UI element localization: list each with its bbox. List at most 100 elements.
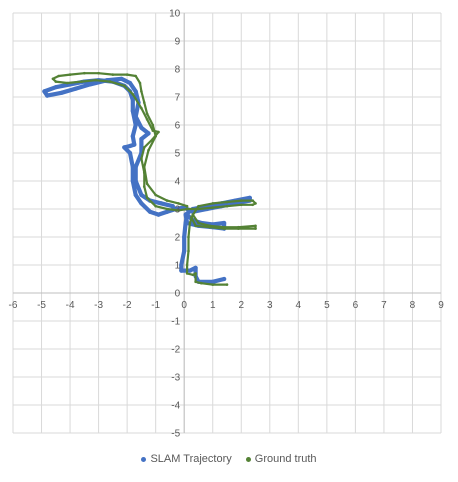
- data-point-ground-truth: [145, 196, 149, 200]
- legend-label-slam: SLAM Trajectory: [150, 453, 232, 465]
- data-point-ground-truth: [185, 272, 189, 275]
- data-point-ground-truth: [251, 203, 254, 207]
- data-point-ground-truth: [251, 199, 254, 202]
- data-point-ground-truth: [51, 77, 55, 81]
- y-tick-label: 3: [175, 205, 181, 216]
- data-point-ground-truth: [145, 118, 149, 121]
- x-tick-label: 6: [353, 300, 359, 311]
- y-tick-label: -3: [171, 373, 180, 384]
- y-tick-label: 5: [175, 149, 181, 160]
- y-tick-label: 10: [169, 9, 181, 20]
- data-point-ground-truth: [154, 193, 157, 197]
- data-point-ground-truth: [211, 283, 215, 286]
- data-point-ground-truth: [142, 146, 146, 149]
- axes: [13, 13, 441, 433]
- data-point-slam-trajectory: [139, 192, 144, 198]
- x-tick-label: -3: [94, 300, 103, 311]
- data-point-slam-trajectory: [53, 85, 58, 90]
- data-point-ground-truth: [125, 73, 129, 76]
- data-point-slam-trajectory: [139, 201, 144, 206]
- data-point-ground-truth: [65, 81, 69, 85]
- data-point-slam-trajectory: [45, 93, 50, 98]
- data-point-ground-truth: [225, 283, 229, 286]
- data-point-ground-truth: [211, 202, 215, 205]
- data-point-slam-trajectory: [127, 143, 133, 149]
- x-tick-label: 1: [210, 300, 216, 311]
- x-tick-label: -6: [9, 300, 18, 311]
- data-point-slam-trajectory: [133, 122, 138, 128]
- data-point-ground-truth: [194, 280, 197, 284]
- data-point-ground-truth: [191, 213, 195, 216]
- data-point-slam-trajectory: [133, 114, 138, 119]
- x-tick-label: 0: [181, 300, 187, 311]
- data-point-ground-truth: [165, 199, 169, 202]
- data-point-slam-trajectory: [179, 262, 184, 268]
- data-point-ground-truth: [185, 207, 189, 211]
- data-point-ground-truth: [254, 224, 257, 228]
- data-point-ground-truth: [194, 272, 197, 275]
- data-point-slam-trajectory: [130, 108, 135, 114]
- data-point-ground-truth: [197, 221, 200, 225]
- data-point-slam-trajectory: [133, 89, 138, 94]
- data-point-ground-truth: [140, 157, 143, 160]
- data-point-slam-trajectory: [222, 276, 227, 282]
- data-point-slam-trajectory: [127, 150, 133, 156]
- data-point-ground-truth: [187, 235, 190, 239]
- y-tick-label: 7: [175, 93, 181, 104]
- x-tick-label: -4: [66, 300, 75, 311]
- data-point-slam-trajectory: [146, 131, 151, 136]
- data-point-ground-truth: [68, 73, 72, 76]
- data-point-slam-trajectory: [182, 234, 187, 240]
- data-point-ground-truth: [185, 204, 189, 208]
- data-point-slam-trajectory: [59, 90, 64, 95]
- y-tick-label: 4: [175, 177, 181, 188]
- data-point-slam-trajectory: [132, 142, 137, 147]
- x-tick-label: 7: [381, 300, 387, 311]
- data-point-slam-trajectory: [156, 212, 161, 217]
- data-point-slam-trajectory: [139, 125, 144, 130]
- data-point-ground-truth: [138, 81, 142, 85]
- y-tick-label: 2: [175, 233, 181, 244]
- data-point-slam-trajectory: [133, 192, 138, 198]
- data-point-slam-trajectory: [122, 145, 127, 150]
- data-point-slam-trajectory: [183, 212, 188, 217]
- x-tick-label: -2: [123, 300, 132, 311]
- data-point-ground-truth: [151, 137, 155, 141]
- y-tick-label: -4: [171, 401, 180, 412]
- data-point-ground-truth: [97, 71, 100, 75]
- data-point-slam-trajectory: [139, 136, 144, 142]
- data-point-ground-truth: [254, 227, 257, 230]
- data-point-ground-truth: [197, 207, 200, 211]
- data-point-ground-truth: [80, 80, 83, 83]
- x-tick-label: -1: [151, 300, 160, 311]
- data-point-slam-trajectory: [179, 268, 184, 273]
- data-point-ground-truth: [145, 112, 149, 116]
- data-point-slam-trajectory: [147, 209, 153, 214]
- data-point-slam-trajectory: [73, 86, 78, 91]
- legend-item-ground-truth: Ground truth: [245, 453, 317, 465]
- gridlines: [12, 12, 442, 434]
- series-line-ground-truth: [51, 72, 257, 286]
- y-tick-label: 0: [175, 289, 181, 300]
- data-point-ground-truth: [239, 203, 243, 207]
- y-tick-label: -1: [171, 317, 180, 328]
- data-point-ground-truth: [57, 74, 60, 78]
- data-point-slam-trajectory: [127, 80, 133, 86]
- data-point-ground-truth: [122, 84, 126, 88]
- data-point-ground-truth: [151, 129, 155, 132]
- data-point-ground-truth: [157, 130, 160, 134]
- data-point-slam-trajectory: [133, 178, 138, 184]
- x-tick-label: 2: [238, 300, 244, 311]
- data-point-slam-trajectory: [222, 220, 227, 226]
- data-point-ground-truth: [185, 263, 189, 267]
- data-point-slam-trajectory: [159, 201, 164, 206]
- data-point-ground-truth: [142, 101, 146, 104]
- data-point-ground-truth: [254, 202, 257, 205]
- y-tick-label: -5: [171, 429, 180, 440]
- data-point-slam-trajectory: [170, 204, 175, 209]
- data-point-ground-truth: [200, 281, 203, 285]
- data-point-ground-truth: [140, 90, 143, 93]
- data-point-ground-truth: [142, 171, 146, 174]
- data-point-slam-trajectory: [87, 82, 93, 87]
